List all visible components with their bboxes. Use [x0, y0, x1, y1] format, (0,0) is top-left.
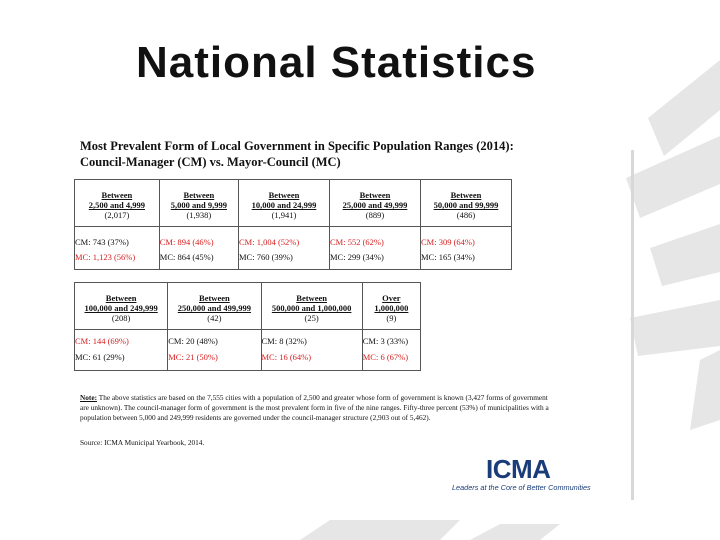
- icma-tagline: Leaders at the Core of Better Communitie…: [452, 483, 591, 492]
- mc-value: MC: 864 (45%): [159, 252, 214, 262]
- mc-value: MC: 299 (34%): [329, 252, 384, 262]
- range-values: CM: 20 (48%) MC: 21 (50%): [167, 329, 262, 371]
- range-values: CM: 144 (69%) MC: 61 (29%): [73, 329, 169, 371]
- stats-table-large-cities: Between 100,000 and 249,999 (208) Betwee…: [73, 282, 422, 371]
- figure-heading: Most Prevalent Form of Local Government …: [80, 138, 514, 170]
- cm-value: CM: 1,004 (52%): [238, 237, 300, 247]
- range-count: (25): [304, 313, 319, 323]
- range-count: (1,941): [271, 210, 297, 220]
- range-count: (2,017): [104, 210, 130, 220]
- range-values: CM: 309 (64%) MC: 165 (34%): [419, 226, 513, 270]
- range-count: (42): [207, 313, 222, 323]
- icma-logo: ICMA Leaders at the Core of Better Commu…: [452, 454, 592, 496]
- range-header: Between 50,000 and 99,999 (486): [419, 179, 513, 227]
- mc-value: MC: 165 (34%): [420, 252, 475, 262]
- range-values: CM: 8 (32%) MC: 16 (64%): [260, 329, 363, 371]
- range-header: Between 5,000 and 9,999 (1,938): [158, 179, 239, 227]
- table-header-row: Between 100,000 and 249,999 (208) Betwee…: [73, 282, 422, 330]
- range-bounds: 2,500 and 4,999: [88, 200, 145, 210]
- range-header: Between 10,000 and 24,999 (1,941): [237, 179, 330, 227]
- range-label: Between: [296, 293, 327, 303]
- range-label: Between: [101, 190, 133, 200]
- range-bounds: 1,000,000: [374, 303, 409, 313]
- cm-value: CM: 743 (37%): [75, 237, 129, 247]
- range-bounds: 5,000 and 9,999: [170, 200, 227, 210]
- range-label: Between: [450, 190, 482, 200]
- cm-value: CM: 144 (69%): [75, 336, 129, 346]
- range-values: CM: 552 (62%) MC: 299 (34%): [328, 226, 421, 270]
- range-header: Over 1,000,000 (9): [361, 282, 422, 330]
- range-header: Between 25,000 and 49,999 (889): [328, 179, 421, 227]
- range-label: Between: [268, 190, 300, 200]
- range-bounds: 25,000 and 49,999: [342, 200, 408, 210]
- range-bounds: 500,000 and 1,000,000: [271, 303, 352, 313]
- mc-value: MC: 16 (64%): [261, 352, 312, 362]
- range-label: Between: [183, 190, 215, 200]
- range-values: CM: 3 (33%) MC: 6 (67%): [361, 329, 422, 371]
- figure-source: Source: ICMA Municipal Yearbook, 2014.: [80, 438, 205, 447]
- range-count: (1,938): [186, 210, 212, 220]
- cm-value: CM: 3 (33%): [362, 336, 409, 346]
- range-bounds: 250,000 and 499,999: [177, 303, 251, 313]
- table-values-row: CM: 743 (37%) MC: 1,123 (56%) CM: 894 (4…: [74, 226, 513, 270]
- range-label: Over: [382, 293, 401, 303]
- cm-value: CM: 309 (64%): [420, 237, 475, 247]
- stats-table-small-cities: Between 2,500 and 4,999 (2,017) Between …: [74, 179, 513, 270]
- table-values-row: CM: 144 (69%) MC: 61 (29%) CM: 20 (48%) …: [73, 329, 422, 371]
- note-label: Note:: [80, 393, 98, 402]
- range-values: CM: 1,004 (52%) MC: 760 (39%): [237, 226, 330, 270]
- cm-value: CM: 8 (32%): [261, 336, 307, 346]
- figure-note: Note: The above statistics are based on …: [80, 393, 550, 423]
- mc-value: MC: 61 (29%): [75, 352, 125, 362]
- range-count: (889): [365, 210, 385, 220]
- range-values: CM: 743 (37%) MC: 1,123 (56%): [74, 226, 160, 270]
- range-header: Between 250,000 and 499,999 (42): [167, 282, 262, 330]
- icma-wordmark: ICMA: [486, 454, 551, 484]
- note-text: The above statistics are based on the 7,…: [80, 393, 549, 422]
- mc-value: MC: 6 (67%): [362, 352, 409, 362]
- mc-value: MC: 1,123 (56%): [75, 252, 136, 262]
- slide-title: National Statistics: [136, 38, 537, 87]
- cm-value: CM: 552 (62%): [329, 237, 384, 247]
- range-label: Between: [359, 190, 391, 200]
- range-count: (9): [386, 313, 397, 323]
- range-count: (208): [111, 313, 131, 323]
- mc-value: MC: 21 (50%): [168, 352, 218, 362]
- cm-value: CM: 894 (46%): [159, 237, 214, 247]
- range-values: CM: 894 (46%) MC: 864 (45%): [158, 226, 239, 270]
- figure-heading-line2: Council-Manager (CM) vs. Mayor-Council (…: [80, 155, 341, 169]
- range-bounds: 100,000 and 249,999: [84, 303, 158, 313]
- figure-heading-line1: Most Prevalent Form of Local Government …: [80, 139, 514, 153]
- table-header-row: Between 2,500 and 4,999 (2,017) Between …: [74, 179, 513, 227]
- mc-value: MC: 760 (39%): [238, 252, 293, 262]
- range-header: Between 500,000 and 1,000,000 (25): [260, 282, 363, 330]
- range-label: Between: [199, 293, 230, 303]
- range-bounds: 10,000 and 24,999: [251, 200, 317, 210]
- cm-value: CM: 20 (48%): [168, 336, 218, 346]
- range-label: Between: [105, 293, 137, 303]
- range-header: Between 100,000 and 249,999 (208): [73, 282, 169, 330]
- range-bounds: 50,000 and 99,999: [433, 200, 499, 210]
- range-header: Between 2,500 and 4,999 (2,017): [74, 179, 160, 227]
- range-count: (486): [456, 210, 476, 220]
